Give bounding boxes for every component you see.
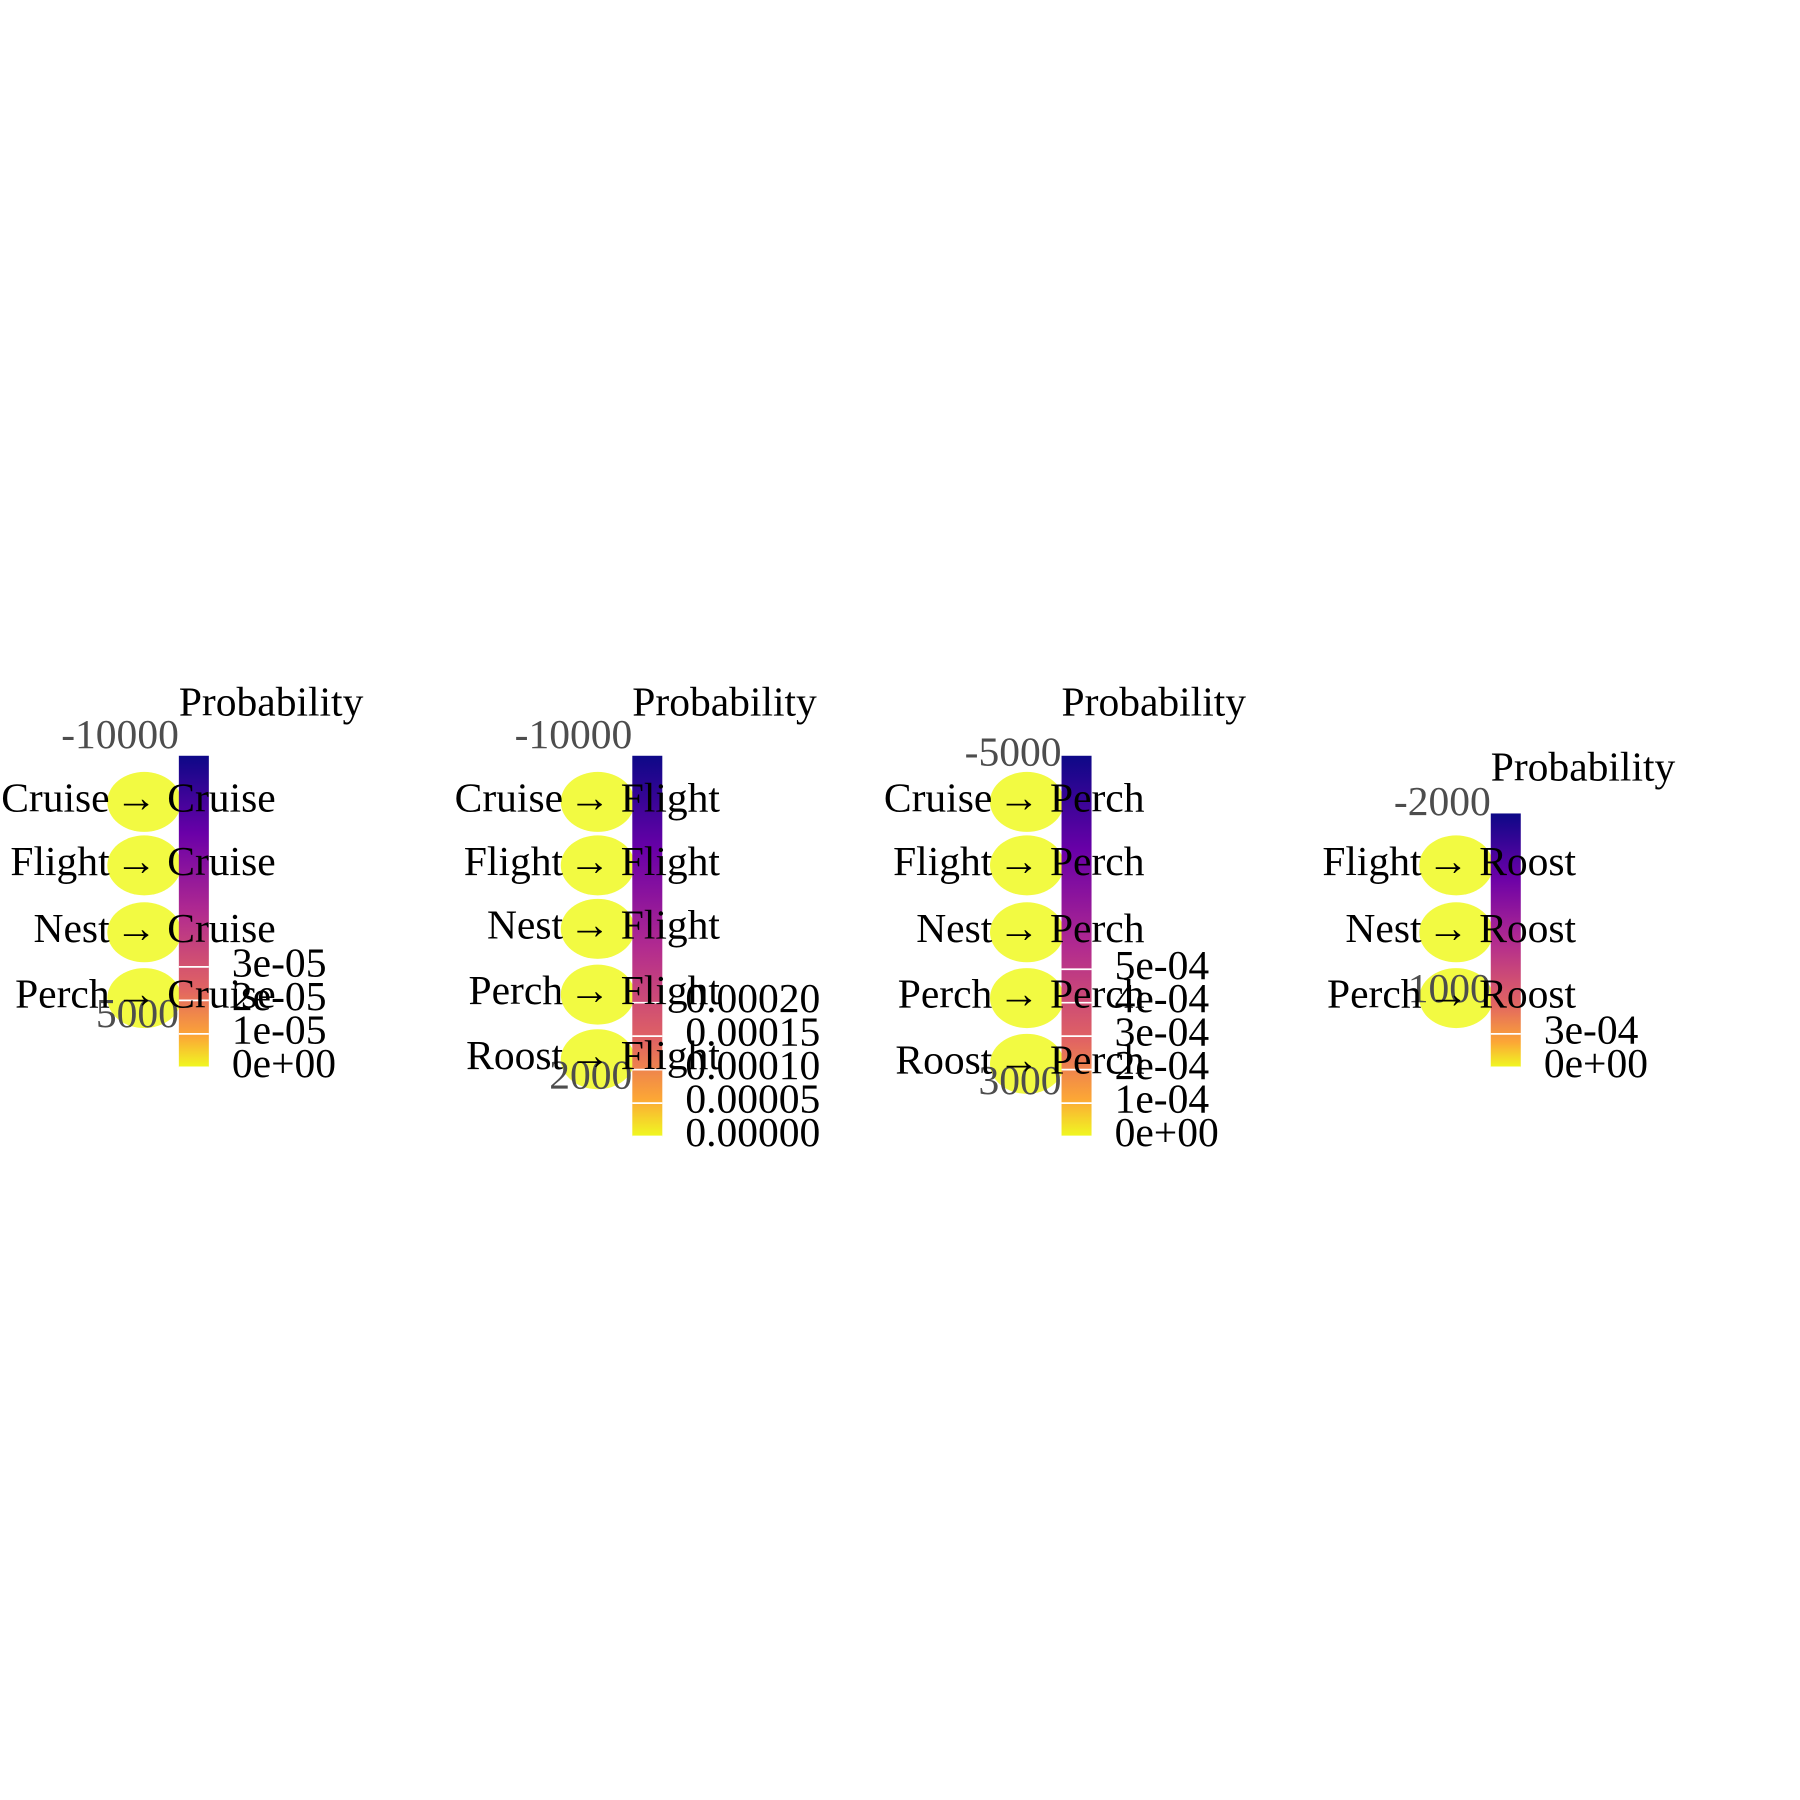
row-target: → Roost xyxy=(1427,905,1576,951)
density-blob xyxy=(1419,835,1494,896)
density-blob xyxy=(990,1033,1064,1094)
legend-title: Probability xyxy=(179,679,364,725)
row-target: → Perch xyxy=(998,774,1145,820)
row-label: Nest xyxy=(34,905,111,951)
legend-tick-label: 0.00000 xyxy=(685,1109,820,1155)
row-label: Perch xyxy=(469,967,564,1013)
row-label: Roost xyxy=(466,1032,563,1078)
legend-tick-label: 0.00010 xyxy=(685,1042,820,1088)
density-blob xyxy=(990,968,1064,1029)
row-label: Cruise xyxy=(884,774,992,820)
density-blob xyxy=(560,1029,635,1090)
row-label: Cruise xyxy=(455,774,563,820)
axis-label: -5000 xyxy=(965,728,1062,774)
legend-tick-label: 1e-05 xyxy=(232,1006,327,1052)
density-blob xyxy=(107,835,182,896)
axis-label: 3000 xyxy=(979,1057,1062,1103)
row-label: Flight xyxy=(464,838,564,884)
row-target: → Perch xyxy=(998,1036,1145,1082)
row-label: Perch xyxy=(898,971,993,1017)
axis-label: 1000 xyxy=(1408,965,1491,1011)
density-blob xyxy=(107,902,182,963)
legend-tick-label: 0e+00 xyxy=(232,1040,336,1086)
density-blob xyxy=(1419,902,1494,963)
row-target: → Flight xyxy=(569,1032,721,1078)
density-blob xyxy=(560,964,635,1025)
density-blob xyxy=(560,898,635,959)
row-target: → Perch xyxy=(998,905,1145,951)
row-label: Flight xyxy=(10,838,110,884)
row-label: Roost xyxy=(895,1036,992,1082)
colorbar xyxy=(1061,755,1092,1137)
row-label: Flight xyxy=(1322,838,1422,884)
row-label: Nest xyxy=(1345,905,1422,951)
row-target: → Perch xyxy=(998,971,1145,1017)
density-blob xyxy=(107,771,182,832)
legend-tick-label: 0e+00 xyxy=(1544,1040,1648,1086)
legend-tick-label: 3e-05 xyxy=(232,939,327,985)
axis-label: 5000 xyxy=(96,990,179,1036)
density-blob xyxy=(107,968,182,1029)
density-blob xyxy=(560,771,635,832)
density-blob xyxy=(990,835,1064,896)
row-target: → Perch xyxy=(998,838,1145,884)
row-label: Flight xyxy=(893,838,993,884)
legend-tick-label: 2e-05 xyxy=(232,973,327,1019)
row-target: → Cruise xyxy=(115,971,275,1017)
row-label: Perch xyxy=(1327,971,1422,1017)
row-target: → Flight xyxy=(569,901,721,947)
legend-tick-label: 0e+00 xyxy=(1115,1109,1219,1155)
legend-title: Probability xyxy=(632,679,817,725)
row-target: → Cruise xyxy=(115,905,275,951)
colorbar xyxy=(1490,813,1521,1068)
colorbar xyxy=(632,755,663,1137)
row-target: → Cruise xyxy=(115,838,275,884)
row-target: → Cruise xyxy=(115,774,275,820)
axis-label: -10000 xyxy=(61,711,179,757)
legend-title: Probability xyxy=(1491,743,1676,789)
axis-label: 2000 xyxy=(549,1051,632,1097)
density-blob xyxy=(560,835,635,896)
row-label: Perch xyxy=(15,971,110,1017)
legend-tick-label: 3e-04 xyxy=(1544,1006,1639,1052)
density-blob xyxy=(990,902,1064,963)
legend-title: Probability xyxy=(1062,679,1247,725)
row-label: Cruise xyxy=(1,774,109,820)
row-label: Nest xyxy=(487,901,564,947)
legend-tick-label: 0.00015 xyxy=(685,1009,820,1055)
row-target: → Flight xyxy=(569,967,721,1013)
legend-tick-label: 2e-04 xyxy=(1115,1042,1210,1088)
colorbar xyxy=(178,755,209,1068)
row-target: → Flight xyxy=(569,774,721,820)
row-label: Nest xyxy=(916,905,993,951)
row-target: → Roost xyxy=(1427,838,1576,884)
row-target: → Flight xyxy=(569,838,721,884)
legend-tick-label: 1e-04 xyxy=(1115,1076,1210,1122)
axis-label: -2000 xyxy=(1394,778,1491,824)
legend-tick-label: 4e-04 xyxy=(1115,975,1210,1021)
legend-tick-label: 3e-04 xyxy=(1115,1009,1210,1055)
row-target: → Roost xyxy=(1427,971,1576,1017)
density-blob xyxy=(990,771,1064,832)
legend-tick-label: 0.00005 xyxy=(685,1076,820,1122)
legend-tick-label: 0.00020 xyxy=(685,975,820,1021)
legend-tick-label: 5e-04 xyxy=(1115,942,1210,988)
density-blob xyxy=(1419,968,1494,1029)
axis-label: -10000 xyxy=(515,711,633,757)
